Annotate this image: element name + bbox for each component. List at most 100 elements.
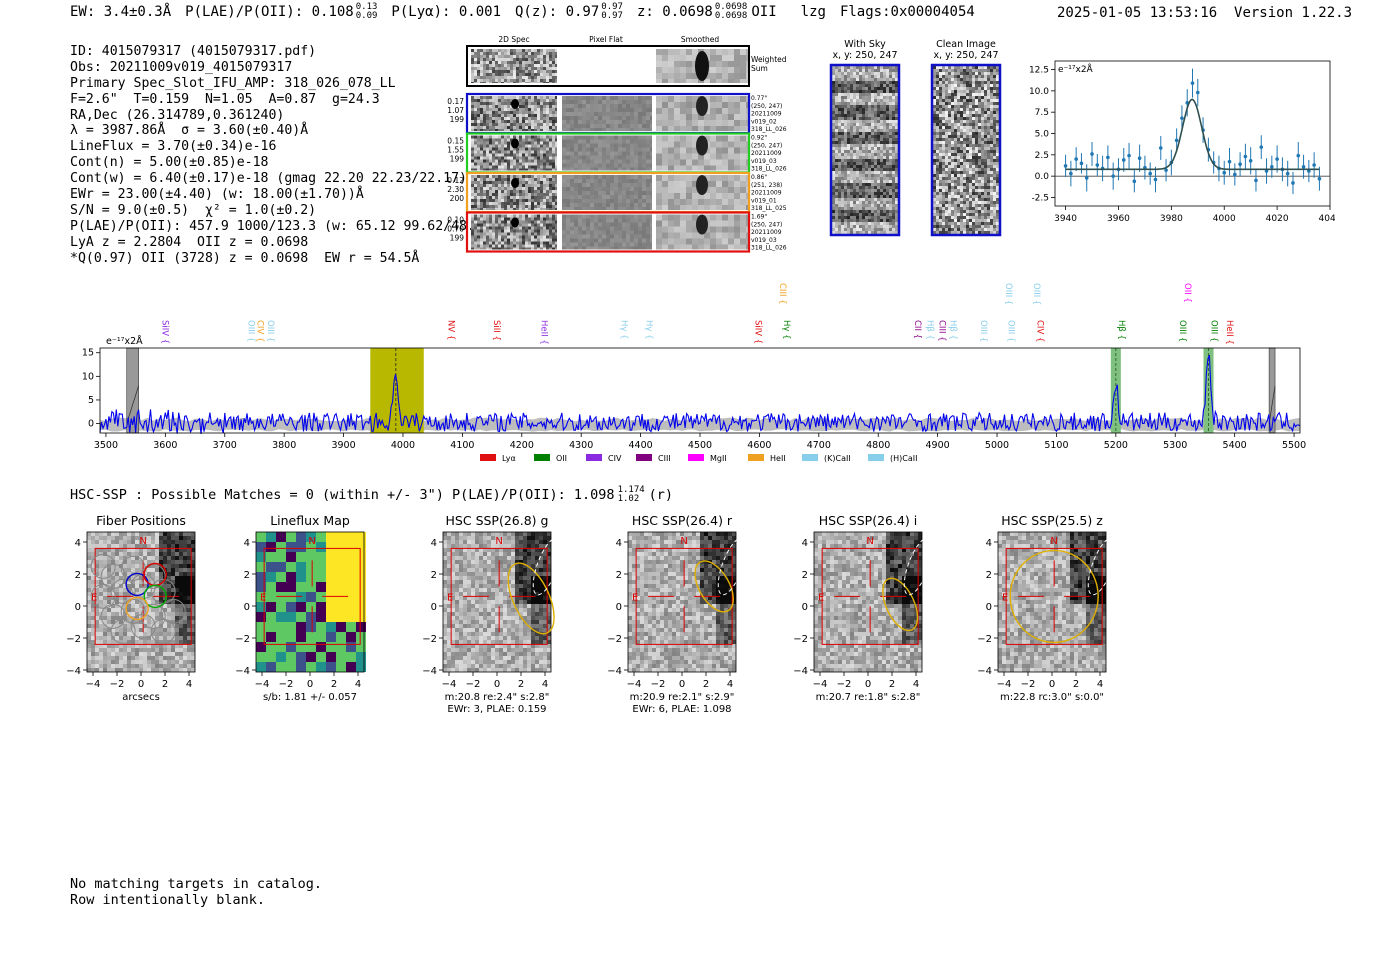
noise-pixel: [474, 241, 477, 245]
noise-pixel: [590, 226, 594, 231]
noise-pixel: [945, 108, 948, 111]
noise-pixel: [841, 69, 844, 72]
noise-pixel: [582, 155, 586, 160]
noise-pixel: [987, 69, 990, 72]
noise-pixel: [975, 66, 978, 69]
noise-pixel: [883, 213, 886, 216]
noise-pixel: [525, 202, 528, 205]
noise-pixel: [954, 135, 957, 138]
noise-pixel: [590, 175, 594, 179]
noise-pixel: [883, 120, 886, 123]
noise-pixel: [537, 220, 540, 224]
noise-pixel: [942, 78, 945, 81]
noise-pixel: [582, 195, 586, 199]
smoothed-source: [696, 96, 708, 116]
noise-pixel: [626, 238, 630, 243]
noise-pixel: [477, 199, 480, 202]
noise-pixel: [886, 90, 889, 93]
noise-pixel: [480, 150, 483, 154]
noise-pixel: [586, 191, 590, 195]
noise-pixel: [495, 178, 498, 181]
noise-pixel: [835, 186, 838, 189]
noise-pixel: [883, 204, 886, 207]
noise-pixel: [722, 55, 728, 61]
noise-pixel: [868, 156, 871, 159]
noise-pixel: [960, 69, 963, 72]
noise-pixel: [543, 49, 546, 52]
noise-pixel: [606, 116, 610, 120]
noise-pixel: [501, 159, 504, 163]
noise-pixel: [966, 120, 969, 123]
noise-pixel: [507, 111, 510, 114]
noise-pixel: [525, 147, 528, 151]
noise-pixel: [880, 87, 883, 90]
noise-pixel: [498, 76, 501, 79]
noise-pixel: [880, 72, 883, 75]
noise-pixel: [549, 123, 552, 126]
noise-pixel: [984, 72, 987, 75]
noise-pixel: [877, 132, 880, 135]
noise-pixel: [507, 159, 510, 163]
noise-pixel: [562, 207, 566, 210]
noise-pixel: [590, 242, 594, 247]
noise-pixel: [474, 217, 477, 221]
noise-pixel: [501, 58, 504, 61]
noise-pixel: [892, 120, 895, 123]
noise-pixel: [969, 123, 972, 126]
noise-pixel: [889, 231, 892, 234]
noise-pixel: [552, 247, 555, 250]
noise-pixel: [606, 183, 610, 187]
noise-pixel: [531, 105, 534, 108]
noise-pixel: [850, 102, 853, 105]
noise-pixel: [981, 120, 984, 123]
noise-pixel: [847, 222, 850, 225]
noise-pixel: [850, 186, 853, 189]
noise-pixel: [883, 111, 886, 114]
noise-pixel: [525, 244, 528, 248]
noise-pixel: [540, 184, 543, 187]
noise-pixel: [555, 199, 557, 202]
noise-pixel: [722, 96, 728, 102]
noise-pixel: [483, 123, 486, 126]
noise-pixel: [948, 147, 951, 150]
noise-pixel: [862, 99, 865, 102]
noise-pixel: [598, 214, 602, 219]
noise-pixel: [871, 72, 874, 75]
noise-pixel: [993, 117, 996, 120]
ew-value: EW: 3.4±0.3Å: [70, 4, 172, 20]
noise-pixel: [552, 199, 555, 202]
noise-pixel: [483, 159, 486, 163]
noise-pixel: [850, 207, 853, 210]
noise-pixel: [516, 150, 519, 154]
noise-pixel: [537, 117, 540, 120]
noise-pixel: [483, 241, 486, 245]
noise-pixel: [662, 102, 668, 108]
noise-pixel: [586, 199, 590, 203]
noise-pixel: [480, 64, 483, 67]
noise-pixel: [626, 218, 630, 223]
noise-pixel: [570, 120, 574, 124]
noise-pixel: [507, 202, 510, 205]
noise-pixel: [668, 96, 674, 102]
noise-pixel: [862, 204, 865, 207]
noise-pixel: [594, 222, 598, 227]
noise-pixel: [543, 52, 546, 55]
noise-pixel: [501, 111, 504, 114]
noise-pixel: [975, 144, 978, 147]
noise-pixel: [534, 150, 537, 154]
noise-pixel: [634, 234, 638, 239]
noise-pixel: [634, 246, 638, 250]
noise-pixel: [590, 143, 594, 148]
noise-pixel: [978, 144, 981, 147]
noise-pixel: [841, 105, 844, 108]
noise-pixel: [841, 99, 844, 102]
noise-pixel: [598, 246, 602, 250]
noise-pixel: [877, 165, 880, 168]
noise-pixel: [626, 234, 630, 239]
noise-pixel: [507, 70, 510, 73]
noise-pixel: [602, 207, 606, 210]
noise-pixel: [638, 159, 642, 164]
noise-pixel: [555, 108, 557, 111]
noise-pixel: [528, 196, 531, 199]
noise-pixel: [838, 198, 841, 201]
